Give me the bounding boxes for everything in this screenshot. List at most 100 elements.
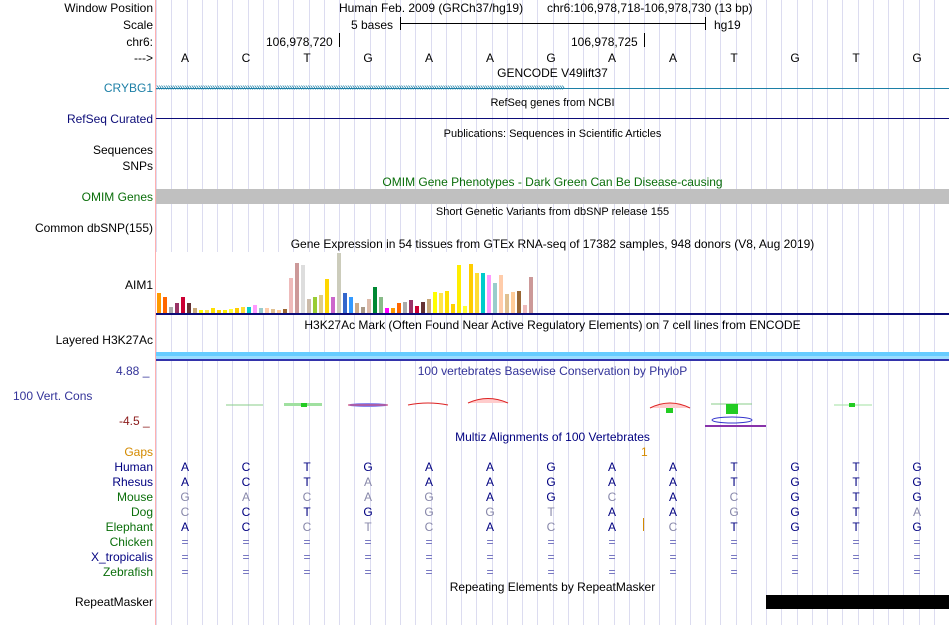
species-label[interactable]: Rhesus — [112, 475, 153, 489]
phylop-conservation-plot[interactable] — [156, 392, 949, 432]
gtex-tissue-bar[interactable] — [193, 308, 197, 313]
pubs-label-sequences[interactable]: Sequences — [92, 143, 153, 157]
gtex-tissue-bar[interactable] — [313, 297, 317, 313]
gaps-label[interactable]: Gaps — [124, 445, 153, 459]
refseq-gene-line[interactable] — [156, 118, 949, 119]
gtex-gene-label[interactable]: AIM1 — [124, 278, 153, 292]
gtex-tissue-bar[interactable] — [349, 297, 353, 313]
gencode-gene-label[interactable]: CRYBG1 — [103, 81, 153, 95]
gtex-tissue-bar[interactable] — [277, 310, 281, 313]
gtex-tissue-bar[interactable] — [241, 307, 245, 313]
gtex-tissue-bar[interactable] — [181, 297, 185, 313]
gtex-tissue-bar[interactable] — [367, 299, 371, 313]
species-label[interactable]: Human — [114, 460, 153, 474]
gtex-tissue-bar[interactable] — [373, 287, 377, 313]
gtex-tissue-bar[interactable] — [439, 293, 443, 313]
omim-feature-bar[interactable] — [156, 189, 949, 204]
omim-track-title[interactable]: OMIM Gene Phenotypes - Dark Green Can Be… — [382, 175, 723, 189]
h3k27ac-label[interactable]: Layered H3K27Ac — [55, 333, 153, 347]
dbsnp-label[interactable]: Common dbSNP(155) — [34, 221, 153, 235]
gtex-tissue-bar[interactable] — [523, 305, 527, 313]
gtex-tissue-bar[interactable] — [517, 291, 521, 313]
gtex-tissue-bar[interactable] — [163, 297, 167, 313]
gencode-track-title[interactable]: GENCODE V49lift37 — [497, 66, 608, 80]
gtex-tissue-bar[interactable] — [343, 293, 347, 313]
gtex-track-title[interactable]: Gene Expression in 54 tissues from GTEx … — [290, 237, 815, 251]
gtex-tissue-bar[interactable] — [427, 299, 431, 313]
gtex-tissue-bar[interactable] — [229, 309, 233, 313]
gtex-tissue-bar[interactable] — [469, 264, 473, 313]
species-label[interactable]: Zebrafish — [102, 565, 153, 579]
gtex-tissue-bar[interactable] — [289, 278, 293, 313]
refseq-label[interactable]: RefSeq Curated — [66, 112, 153, 126]
gtex-tissue-bar[interactable] — [187, 303, 191, 313]
gtex-tissue-bar[interactable] — [529, 277, 533, 313]
gtex-tissue-bar[interactable] — [403, 302, 407, 313]
species-label[interactable]: Chicken — [109, 535, 153, 549]
omim-label[interactable]: OMIM Genes — [81, 190, 153, 204]
gtex-tissue-bar[interactable] — [487, 275, 491, 313]
gtex-tissue-bar[interactable] — [301, 265, 305, 313]
gtex-tissue-bar[interactable] — [385, 308, 389, 313]
gtex-tissue-bar[interactable] — [247, 307, 251, 313]
h3k27ac-signal-top[interactable] — [156, 352, 949, 356]
gtex-tissue-bar[interactable] — [505, 294, 509, 313]
gtex-tissue-bar[interactable] — [271, 309, 275, 313]
gtex-tissue-bar[interactable] — [169, 307, 173, 313]
gtex-tissue-bar[interactable] — [463, 306, 467, 313]
gtex-tissue-bar[interactable] — [235, 308, 239, 313]
gencode-gene-feature[interactable]: ››››››››››››››››››››››››››››››››››››››››… — [156, 82, 949, 94]
gtex-tissue-bar[interactable] — [265, 308, 269, 313]
pubs-label-snps[interactable]: SNPs — [122, 159, 153, 173]
h3k27ac-signal-base[interactable] — [156, 359, 949, 361]
species-label[interactable]: Dog — [130, 505, 153, 519]
h3k27ac-track-title[interactable]: H3K27Ac Mark (Often Found Near Active Re… — [304, 318, 801, 332]
gtex-tissue-bar[interactable] — [457, 265, 461, 313]
species-label[interactable]: X_tropicalis — [90, 550, 153, 564]
dbsnp-track-title[interactable]: Short Genetic Variants from dbSNP releas… — [435, 206, 670, 218]
gtex-tissue-bar[interactable] — [511, 292, 515, 313]
gtex-tissue-bar[interactable] — [475, 273, 479, 313]
gtex-tissue-bar[interactable] — [391, 308, 395, 313]
gtex-tissue-bar[interactable] — [361, 307, 365, 313]
pubs-track-title[interactable]: Publications: Sequences in Scientific Ar… — [443, 128, 662, 140]
gtex-tissue-bar[interactable] — [409, 300, 413, 313]
gtex-tissue-bar[interactable] — [199, 310, 203, 313]
gtex-tissue-bar[interactable] — [283, 309, 287, 313]
phylop-label[interactable]: 100 Vert. Cons — [13, 389, 93, 403]
gtex-tissue-bar[interactable] — [319, 295, 323, 313]
gtex-tissue-bar[interactable] — [355, 303, 359, 313]
gtex-tissue-bar[interactable] — [493, 283, 497, 313]
gtex-tissue-bar[interactable] — [307, 299, 311, 313]
gtex-tissue-bar[interactable] — [481, 273, 485, 313]
gtex-tissue-bar[interactable] — [295, 263, 299, 313]
gtex-tissue-bar[interactable] — [157, 293, 161, 313]
species-label[interactable]: Elephant — [105, 520, 153, 534]
species-label[interactable]: Mouse — [116, 490, 153, 504]
gtex-tissue-bar[interactable] — [205, 310, 209, 313]
gtex-tissue-bar[interactable] — [433, 292, 437, 313]
gtex-tissue-bar[interactable] — [337, 253, 341, 313]
repeat-element-block[interactable] — [766, 595, 949, 609]
gtex-tissue-bar[interactable] — [421, 302, 425, 313]
gtex-tissue-bar[interactable] — [211, 308, 215, 313]
phylop-track-title[interactable]: 100 vertebrates Basewise Conservation by… — [417, 364, 688, 378]
gtex-tissue-bar[interactable] — [499, 275, 503, 313]
multiz-track-title[interactable]: Multiz Alignments of 100 Vertebrates — [455, 430, 650, 444]
gtex-tissue-bar[interactable] — [217, 310, 221, 313]
gtex-tissue-bar[interactable] — [445, 291, 449, 313]
gtex-tissue-bar[interactable] — [253, 305, 257, 313]
gtex-tissue-bar[interactable] — [259, 308, 263, 313]
repeat-track-title[interactable]: Repeating Elements by RepeatMasker — [449, 580, 656, 594]
gtex-tissue-bar[interactable] — [379, 297, 383, 313]
gtex-tissue-bar[interactable] — [397, 303, 401, 313]
repeat-label[interactable]: RepeatMasker — [74, 595, 153, 609]
gtex-tissue-bar[interactable] — [223, 310, 227, 313]
gtex-tissue-bar[interactable] — [451, 304, 455, 313]
gtex-tissue-bar[interactable] — [175, 303, 179, 313]
gtex-tissue-bar[interactable] — [415, 306, 419, 313]
gtex-tissue-bar[interactable] — [325, 279, 329, 313]
refseq-track-title[interactable]: RefSeq genes from NCBI — [490, 97, 615, 109]
h3k27ac-signal-mid[interactable] — [156, 356, 949, 359]
gtex-tissue-bar[interactable] — [331, 297, 335, 313]
